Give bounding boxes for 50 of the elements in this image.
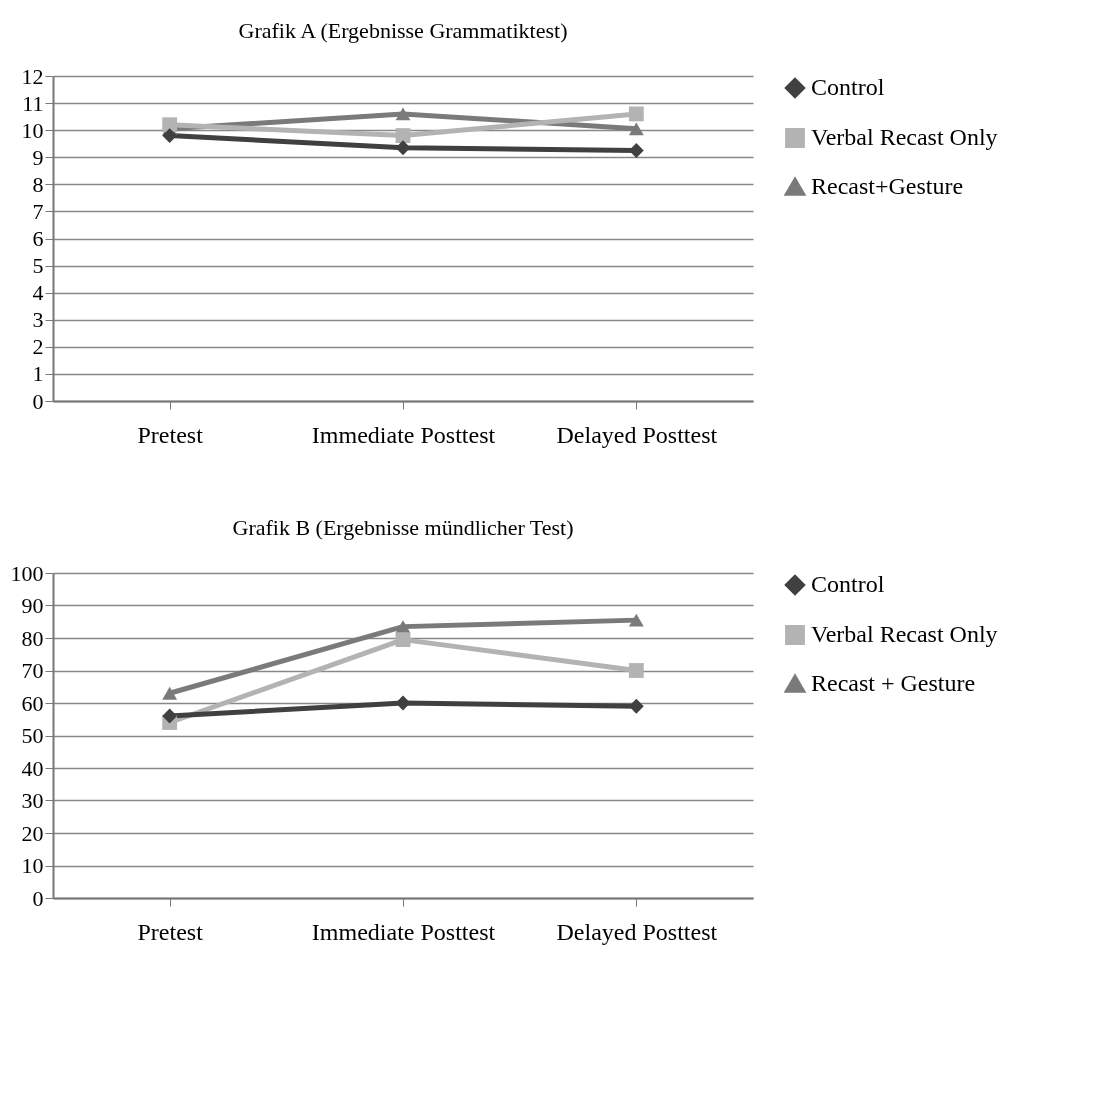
x-tick-label: Immediate Posttest <box>311 421 496 448</box>
y-tick-label: 50 <box>21 723 44 748</box>
x-tick-label: Pretest <box>137 421 204 448</box>
y-tick-label: 2 <box>32 334 44 360</box>
y-tick-label: 8 <box>32 171 44 197</box>
legend-label: Control <box>811 571 885 597</box>
legend-label: Control <box>811 74 885 100</box>
point <box>628 663 644 678</box>
point <box>395 632 411 648</box>
y-tick-label: 10 <box>21 853 44 878</box>
y-tick-label: 10 <box>21 117 44 143</box>
point <box>395 128 411 143</box>
y-tick-label: 100 <box>10 560 44 586</box>
point <box>628 106 644 122</box>
point <box>162 686 178 700</box>
y-tick-label: 12 <box>21 63 44 89</box>
y-tick-label: 7 <box>32 198 44 224</box>
y-tick-label: 80 <box>21 625 44 651</box>
point <box>395 107 411 121</box>
y-tick-label: 4 <box>32 280 44 306</box>
y-tick-label: 20 <box>21 820 44 846</box>
legend-label: Verbal Recast Only <box>811 621 998 647</box>
x-tick-label: Delayed Posttest <box>556 918 718 945</box>
y-tick-label: 40 <box>21 755 44 781</box>
x-tick-label: Pretest <box>137 918 204 945</box>
chart-title: Grafik A (Ergebnisse Grammatiktest) <box>238 18 568 43</box>
x-tick-label: Immediate Posttest <box>311 918 496 945</box>
y-tick-label: 70 <box>21 658 44 683</box>
point <box>162 708 178 724</box>
y-tick-label: 0 <box>32 885 44 911</box>
y-tick-label: 5 <box>32 253 44 279</box>
legend-label: Recast + Gesture <box>811 670 976 696</box>
y-tick-label: 60 <box>21 690 44 716</box>
y-tick-label: 90 <box>21 593 44 618</box>
y-tick-label: 9 <box>32 144 44 170</box>
point <box>628 122 644 136</box>
y-tick-label: 3 <box>32 307 44 333</box>
y-tick-label: 6 <box>32 226 44 251</box>
point <box>395 695 411 711</box>
y-tick-label: 0 <box>32 388 44 414</box>
point <box>162 117 178 133</box>
point <box>162 128 178 143</box>
legend-label: Recast+Gesture <box>811 173 964 199</box>
y-tick-label: 30 <box>21 788 44 813</box>
legend-label: Verbal Recast Only <box>811 124 998 150</box>
x-tick-label: Delayed Posttest <box>556 421 718 448</box>
point <box>628 613 644 627</box>
y-tick-label: 11 <box>22 90 44 116</box>
y-tick-label: 1 <box>32 361 44 387</box>
chart-title: Grafik B (Ergebnisse mündlicher Test) <box>232 515 574 540</box>
